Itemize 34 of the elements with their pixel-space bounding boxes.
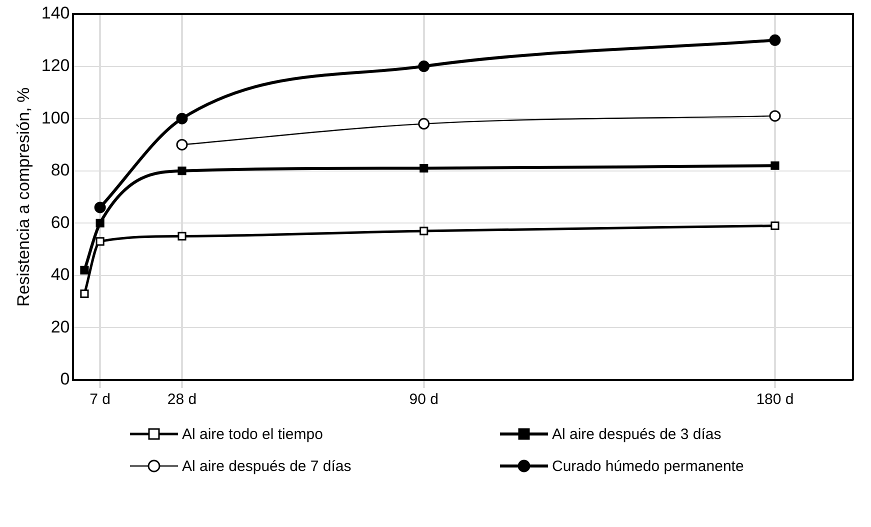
x-tick-label: 7 d [90,391,110,408]
legend-label: Curado húmedo permanente [552,458,744,474]
x-tick-label: 90 d [409,391,438,408]
point [178,232,186,240]
point [80,289,89,298]
legend-label: Al aire después de 3 días [552,426,722,442]
y-axis-title: Resistencia a compresión, % [14,87,33,307]
x-tick-label: 180 d [756,391,794,408]
y-tick-label: 60 [50,212,70,232]
x-tick-label: 28 d [167,391,197,408]
point [769,110,781,122]
point [420,164,428,173]
point [770,221,780,230]
point [96,237,104,246]
legend-label: Al aire todo el tiempo [182,426,323,442]
y-tick-label: 40 [50,265,70,284]
y-tick-label: 120 [41,56,70,75]
y-tick-label: 100 [41,108,70,128]
point [770,161,780,170]
legend-label: Al aire después de 7 días [182,458,352,474]
point [418,60,430,72]
point [418,118,430,130]
point [178,166,186,176]
point [96,218,104,228]
y-tick-label: 80 [50,160,70,180]
y-tick-label: 20 [50,317,70,336]
point [176,112,188,124]
y-tick-label: 0 [60,370,70,389]
point [94,202,106,214]
point [769,34,781,46]
point [420,226,428,236]
y-tick-label: 140 [41,4,70,23]
point [80,266,89,274]
point [176,138,188,150]
